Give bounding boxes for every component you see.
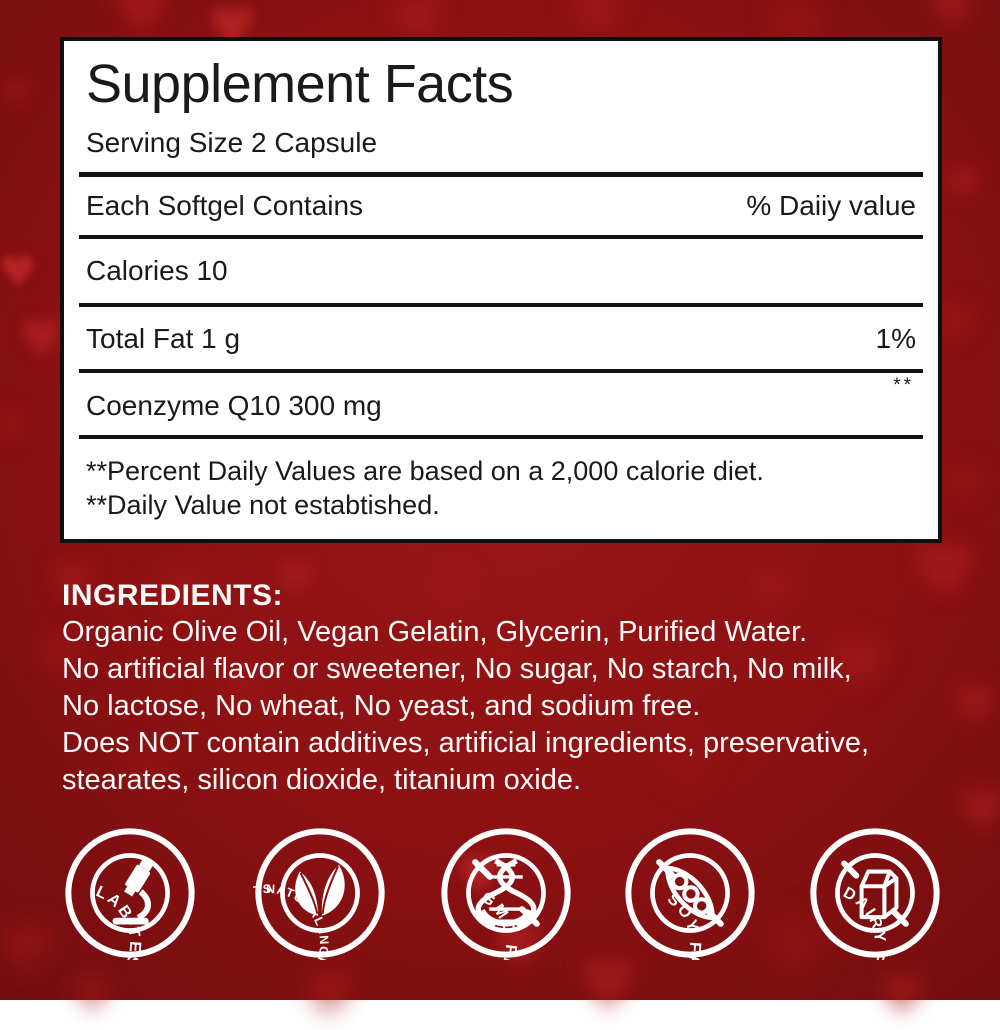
ingredients-line: No artificial flavor or sweetener, No su… [62,653,852,685]
badge-soy-free: SOY FREE SOY FREE [625,828,755,960]
heart-decoration: ♥ [941,157,985,213]
heart-decoration: ♥ [955,777,1000,847]
ingredients-line: stearates, silicon dioxide, titanium oxi… [62,764,582,796]
dna-icon [475,858,537,928]
badge-inner-ring [466,853,546,933]
badge-outer-ring [255,828,385,958]
heart-decoration: ♥ [925,0,979,45]
nutrient-label: Calories 10 [86,255,228,286]
divider [79,303,923,307]
badge-inner-ring [650,853,730,933]
heart-decoration: ♥ [950,673,1000,738]
divider [79,172,923,177]
divider [79,435,923,439]
footnote: **Percent Daily Values are based on a 2,… [86,456,764,486]
ingredients-line: Organic Olive Oil, Vegan Gelatin, Glycer… [62,616,808,648]
badge-gmo-free: GMO FREE GMO FREE [441,828,571,960]
heart-decoration: ♥ [18,310,65,370]
nutrient-row-coq10: Coenzyme Q10 300 mg [86,390,916,422]
ingredients-line: Does NOT contain additives, artificial i… [62,727,870,759]
ingredients-heading: INGREDIENTS: [62,579,284,612]
heart-decoration: ♥ [302,960,356,1030]
badge-natural-ingredients: NATURAL INGREDIENTS NATURAL INGREDIENTS [253,828,385,960]
nutrient-label: Coenzyme Q10 300 mg [86,390,382,421]
ingredients-section: INGREDIENTS: Organic Olive Oil, Vegan Ge… [62,577,942,799]
column-header-right: % Daiiy value [746,190,916,221]
nutrient-row-total-fat: Total Fat 1 g 1% [86,323,916,355]
badge-outer-ring [625,828,755,958]
footnote: **Daily Value not estabtished. [86,490,440,520]
heart-decoration: ♥ [577,944,640,1026]
badge-inner-ring [90,853,170,933]
svg-text:LAB TESTED: LAB TESTED [63,882,65,960]
heart-decoration: ♥ [0,909,58,991]
leaf-icon [295,864,345,916]
heart-decoration: ♥ [0,247,37,296]
heart-decoration: ♥ [0,72,34,118]
badge-outer-ring [810,828,940,958]
column-header-row: Each Softgel Contains % Daiiy value [86,190,916,222]
serving-size: Serving Size 2 Capsule [86,127,378,158]
soybean-icon [665,865,715,921]
nutrient-value: 1% [875,323,916,354]
badge-inner-ring [835,853,915,933]
nutrient-label: Total Fat 1 g [86,323,241,354]
supplement-facts-panel: Supplement Facts Serving Size 2 Capsule … [60,37,942,543]
milk-carton-icon [859,869,899,920]
badge-ring-text: LAB TESTED [63,882,65,960]
badge-lab-tested: LAB TESTED LAB TESTED [63,828,195,960]
badge-inner-ring [280,853,360,933]
divider [79,235,923,239]
ingredients-line: No lactose, No wheat, No yeast, and sodi… [62,690,701,722]
heart-decoration: ♥ [945,458,986,512]
daily-value-marker: ** [893,375,914,396]
badge-dairy-free: DAIRY FREE DAIRY FREE [810,828,940,960]
microscope-icon [112,859,153,925]
no-slash [841,860,909,927]
nutrient-row-calories: Calories 10 [86,255,916,287]
panel-title: Supplement Facts [86,54,514,114]
heart-decoration: ♥ [70,966,115,1024]
heart-decoration: ♥ [0,405,28,451]
column-header-left: Each Softgel Contains [86,190,364,221]
divider [79,369,923,373]
badge-outer-ring [441,828,571,958]
heart-decoration: ♥ [877,962,927,1027]
badge-outer-ring [65,828,195,958]
